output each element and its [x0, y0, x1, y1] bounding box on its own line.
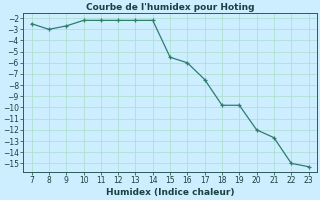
- X-axis label: Humidex (Indice chaleur): Humidex (Indice chaleur): [106, 188, 234, 197]
- Title: Courbe de l'humidex pour Hoting: Courbe de l'humidex pour Hoting: [86, 3, 254, 12]
